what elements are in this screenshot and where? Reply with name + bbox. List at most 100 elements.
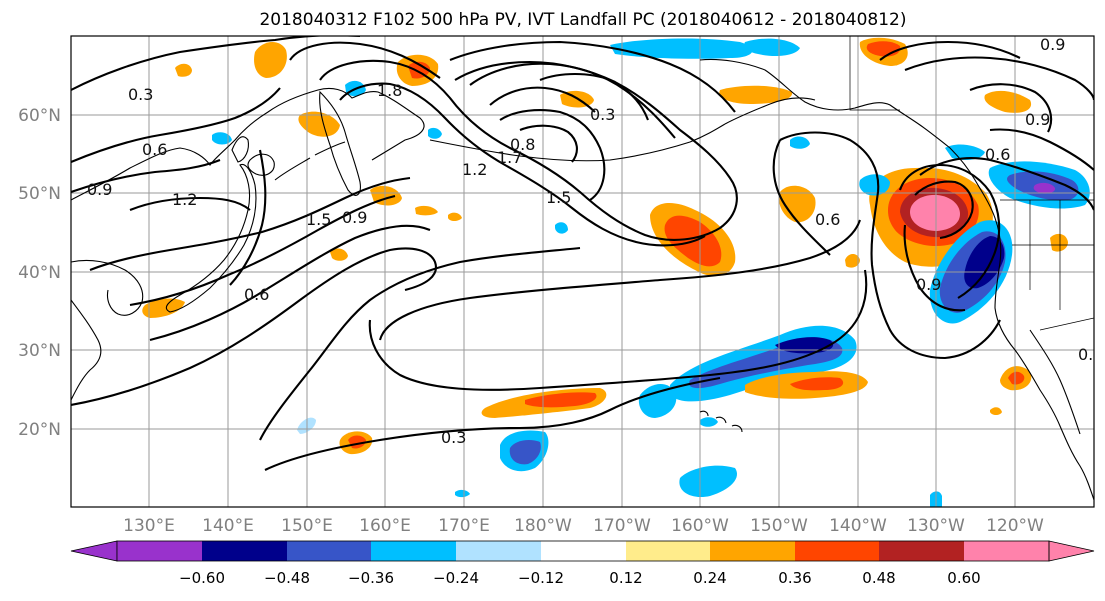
contour-line <box>519 124 578 163</box>
border-us-mexico <box>1039 317 1094 331</box>
contour-label: 0.6 <box>244 285 269 304</box>
contour-label: 1.2 <box>462 160 487 179</box>
borders <box>849 36 1094 331</box>
lon-label: 160°W <box>671 516 729 536</box>
contour-line <box>903 224 966 312</box>
contour-line <box>919 157 1094 211</box>
lat-label: 20°N <box>18 420 61 440</box>
anomaly-negative-small <box>212 132 232 145</box>
latitude-labels: 60°N 50°N 40°N 30°N 20°N <box>18 106 61 440</box>
lat-label: 40°N <box>18 263 61 283</box>
contour-label: 0.8 <box>510 135 535 154</box>
colorbar-swatch <box>371 541 456 561</box>
contour-line <box>914 180 974 240</box>
lat-label: 30°N <box>18 341 61 361</box>
anomaly-negative-small <box>555 222 568 234</box>
lon-label: 150°W <box>750 516 808 536</box>
anomaly-positive-small <box>330 248 348 261</box>
contour-label: 0.9 <box>1025 110 1050 129</box>
colorbar-swatch <box>202 541 287 561</box>
contour-label: 1.2 <box>172 190 197 209</box>
anomaly-positive-small <box>984 90 1032 113</box>
anomaly-negative-small <box>744 38 800 56</box>
colorbar-swatch <box>964 541 1049 561</box>
anomaly-negative-small <box>610 38 753 59</box>
contour-line <box>264 376 721 471</box>
colorbar-swatch <box>117 541 202 561</box>
colorbar-tick-label: 0.60 <box>947 569 980 587</box>
figure-title: 2018040312 F102 500 hPa PV, IVT Landfall… <box>259 10 906 30</box>
contour-labels: 0.3 0.6 0.9 1.2 1.5 1.8 0.3 0.8 1.2 1.5 … <box>87 36 1094 447</box>
colorbar-swatch <box>879 541 964 561</box>
contour-line <box>899 163 1001 299</box>
colorbar-tick-label: 0.48 <box>862 569 895 587</box>
coastline-japan <box>165 163 257 313</box>
contour-label: 0.6 <box>815 210 840 229</box>
contour-line <box>539 73 649 121</box>
contour-line <box>71 87 281 163</box>
anomaly-positive-small <box>415 205 438 216</box>
anomaly-positive-small <box>990 407 1002 415</box>
lon-label: 130°E <box>123 516 175 536</box>
anomaly-negative-small <box>679 465 738 498</box>
anomaly-negative-small <box>790 136 810 149</box>
contour-label: 0.3 <box>590 105 615 124</box>
contour-line <box>339 82 706 247</box>
contour-label: 1.8 <box>377 81 402 100</box>
colorbar-tick-label: −0.36 <box>348 569 394 587</box>
contour-line <box>129 194 396 307</box>
border-alaska <box>849 36 900 111</box>
anomaly-positive-nw-peak <box>910 194 960 231</box>
coastline-kamchatka <box>319 90 361 196</box>
coastline-aleutians <box>429 123 726 162</box>
map-frame <box>70 35 1095 508</box>
contour-line <box>289 41 441 79</box>
pv-contours <box>71 36 1094 471</box>
contour-label: 0.6 <box>142 140 167 159</box>
coastline-baja <box>1029 329 1081 435</box>
contour-line <box>772 139 831 256</box>
colorbar-swatch <box>287 541 371 561</box>
anomaly-negative-west-hawaii <box>638 384 677 418</box>
anomaly-negative-small <box>428 127 442 139</box>
colorbar-swatch <box>70 540 118 562</box>
anomaly-negative-small <box>859 174 890 196</box>
colorbar-swatch <box>456 541 541 561</box>
anomaly-positive-small <box>298 111 340 137</box>
anomaly-positive-small <box>142 298 185 318</box>
lat-label: 60°N <box>18 106 61 126</box>
contour-line <box>469 62 676 139</box>
contour-line <box>969 83 1053 133</box>
contour-line <box>71 159 221 193</box>
longitude-labels: 130°E 140°E 150°E 160°E 170°E 180°W 170°… <box>123 516 1044 536</box>
colorbar-swatch <box>1048 540 1095 562</box>
colorbar-swatch <box>626 541 710 561</box>
anomaly-negative-ca-core <box>964 236 1005 289</box>
anomaly-positive-small <box>778 185 816 223</box>
lon-label: 140°E <box>202 516 254 536</box>
contour-label: 0.3 <box>128 85 153 104</box>
contour-label: 0.9 <box>87 180 112 199</box>
colorbar: −0.60 −0.48 −0.36 −0.24 −0.12 0.12 0.24 … <box>70 540 1095 587</box>
coastlines <box>71 58 1094 501</box>
coastline-alaska-peninsula <box>724 97 816 125</box>
colorbar-tick-label: 0.24 <box>693 569 726 587</box>
contour-line <box>368 269 868 391</box>
colorbar-tick-label: 0.12 <box>609 569 642 587</box>
contour-line <box>879 40 1021 61</box>
contour-line <box>71 36 360 91</box>
coastline-sakhalin <box>231 136 249 163</box>
coastline-china <box>71 299 102 401</box>
colorbar-tick-label: −0.48 <box>264 569 310 587</box>
lon-label: 130°W <box>907 516 965 536</box>
colorbar-swatch <box>795 541 879 561</box>
colorbar-tick-label: −0.60 <box>179 569 225 587</box>
contour-line <box>89 176 411 271</box>
contour-line <box>378 219 861 341</box>
lon-label: 120°W <box>986 516 1044 536</box>
anomaly-positive-small <box>1050 233 1068 252</box>
contour-line <box>499 109 606 201</box>
coastline-kurils <box>274 141 346 181</box>
colorbar-tick-label: −0.12 <box>518 569 564 587</box>
